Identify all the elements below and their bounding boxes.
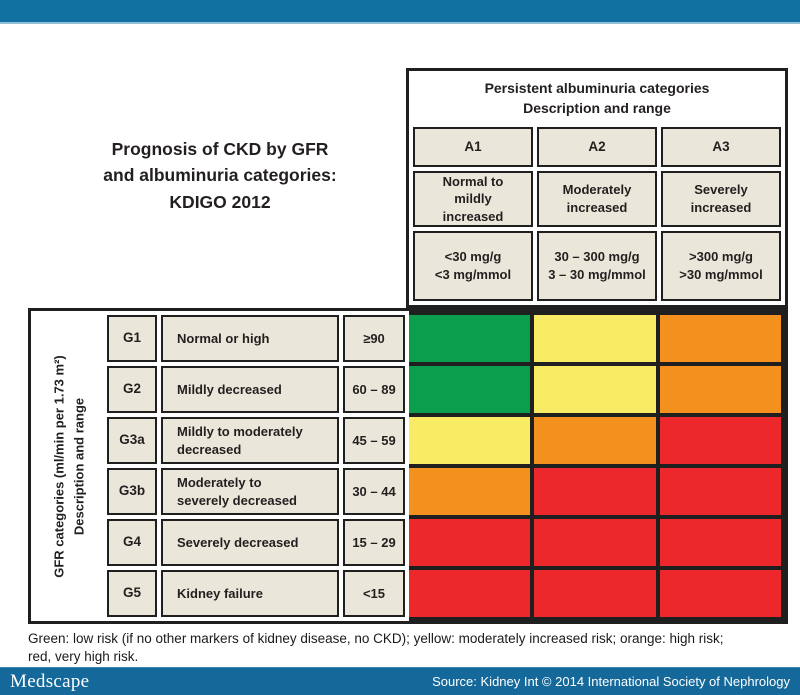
albuminuria-range-a2: 30 – 300 mg/g 3 – 30 mg/mmol [537,231,657,301]
albuminuria-description-a2: Moderately increased [537,171,657,227]
gfr-row-range: 15 – 29 [343,519,405,566]
figure-title: Prognosis of CKD by GFR and albuminuria … [103,139,337,212]
risk-cell [659,417,781,464]
gfr-row-code: G3b [107,468,157,515]
albuminuria-range-a1: <30 mg/g <3 mg/mmol [413,231,533,301]
risk-cell [534,366,656,413]
risk-cell [534,519,656,566]
gfr-row-code: G5 [107,570,157,617]
risk-cell [659,570,781,617]
risk-cell [409,468,531,515]
albuminuria-grid: A1 A2 A3 Normal to mildly increased Mode… [413,127,781,301]
gfr-axis-label-cell: GFR categories (ml/min per 1.73 m²) Desc… [35,315,103,617]
gfr-axis-label: GFR categories (ml/min per 1.73 m²) Desc… [51,354,87,578]
risk-cell [409,519,531,566]
albuminuria-code-a2: A2 [537,127,657,167]
risk-cell [409,570,531,617]
gfr-row-code: G4 [107,519,157,566]
albuminuria-header-block: Persistent albuminuria categories Descri… [406,68,788,308]
albuminuria-description-a1: Normal to mildly increased [413,171,533,227]
albuminuria-range-a3: >300 mg/g >30 mg/mmol [661,231,781,301]
risk-cell [659,519,781,566]
top-bar [0,0,800,24]
risk-matrix-table: GFR categories (ml/min per 1.73 m²) Desc… [28,308,788,624]
albuminuria-description-a3: Severely increased [661,171,781,227]
gfr-row-range: 30 – 44 [343,468,405,515]
risk-cell [659,366,781,413]
albuminuria-code-a3: A3 [661,127,781,167]
medscape-logo: Medscape [10,670,90,692]
gfr-row-description: Severely decreased [161,519,339,566]
footer-bar: Medscape Source: Kidney Int © 2014 Inter… [0,667,800,695]
matrix-background [409,311,785,621]
risk-cell [409,417,531,464]
gfr-row-range: 60 – 89 [343,366,405,413]
gfr-row-description: Normal or high [161,315,339,362]
albuminuria-code-a1: A1 [413,127,533,167]
risk-cell [534,468,656,515]
legend-caption: Green: low risk (if no other markers of … [28,631,724,665]
risk-cell [534,570,656,617]
risk-cell [409,366,531,413]
gfr-row-description: Mildly to moderately decreased [161,417,339,464]
gfr-row-range: 45 – 59 [343,417,405,464]
gfr-row-code: G1 [107,315,157,362]
risk-cell [659,315,781,362]
gfr-row-code: G3a [107,417,157,464]
gfr-row-range: <15 [343,570,405,617]
albuminuria-header-title: Persistent albuminuria categories Descri… [484,80,710,116]
risk-cell [409,315,531,362]
gfr-row-description: Moderately to severely decreased [161,468,339,515]
gfr-row-range: ≥90 [343,315,405,362]
risk-cell [534,315,656,362]
gfr-row-code: G2 [107,366,157,413]
gfr-row-description: Mildly decreased [161,366,339,413]
gfr-row-description: Kidney failure [161,570,339,617]
risk-cell [659,468,781,515]
source-credit: Source: Kidney Int © 2014 International … [432,674,790,689]
risk-cell [534,417,656,464]
